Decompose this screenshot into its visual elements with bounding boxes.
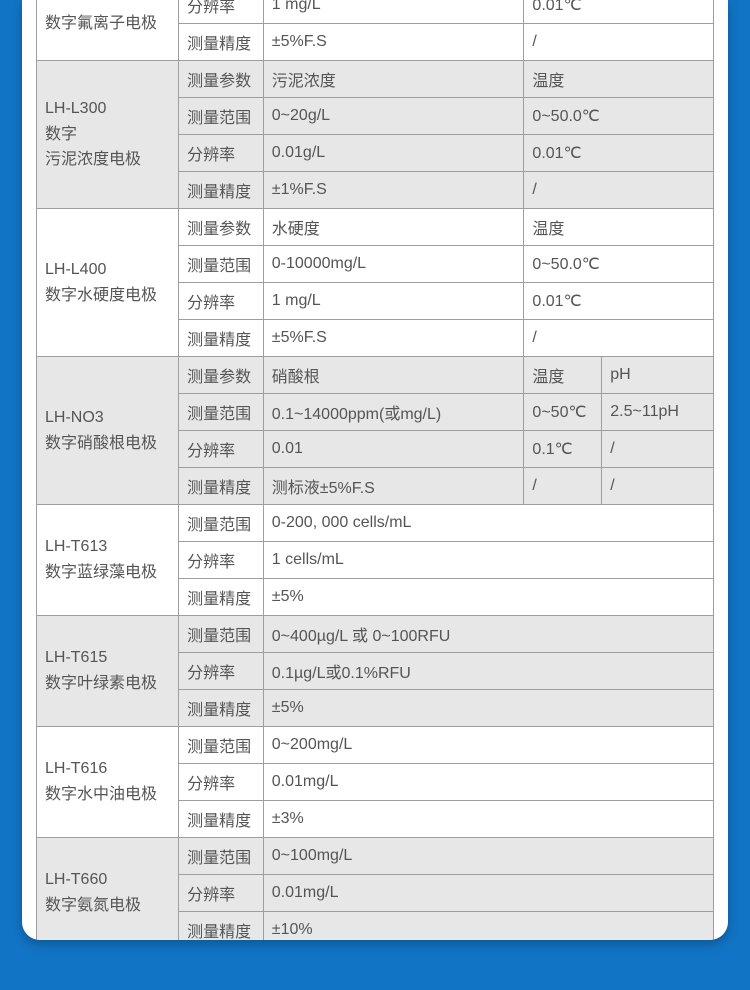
spec-label: 分辨率 [179, 283, 264, 320]
spec-label: 测量精度 [179, 690, 264, 727]
spec-label: 测量参数 [179, 209, 264, 246]
spec-label: 测量精度 [179, 172, 264, 209]
model-cell: LH-NO3数字硝酸根电极 [37, 357, 179, 505]
spec-value: / [602, 431, 714, 468]
spec-value: ±1%F.S [263, 172, 524, 209]
model-cell: LH-T613数字蓝绿藻电极 [37, 505, 179, 616]
spec-value: 0.1℃ [524, 431, 602, 468]
spec-label: 测量精度 [179, 320, 264, 357]
spec-value: ±5%F.S [263, 320, 524, 357]
spec-value: 0.01mg/L [263, 764, 713, 801]
spec-value: 1 mg/L [263, 0, 524, 24]
model-cell: LH-L300数字污泥浓度电极 [37, 61, 179, 209]
spec-value: 1 mg/L [263, 283, 524, 320]
spec-value: 0~50.0℃ [524, 98, 714, 135]
model-cell: LH-T660数字氨氮电极 [37, 838, 179, 941]
spec-value: / [524, 320, 714, 357]
spec-label: 测量范围 [179, 98, 264, 135]
table-row: LH-NO3数字硝酸根电极测量参数硝酸根温度pH [37, 357, 714, 394]
spec-value: / [524, 468, 602, 505]
spec-value: / [524, 172, 714, 209]
spec-label: 测量范围 [179, 727, 264, 764]
table-row: 数字氟离子电极分辨率1 mg/L0.01℃ [37, 0, 714, 24]
spec-value: 0~100mg/L [263, 838, 713, 875]
spec-label: 测量参数 [179, 357, 264, 394]
spec-value: 0~50.0℃ [524, 246, 714, 283]
spec-label: 测量范围 [179, 838, 264, 875]
spec-value: ±5% [263, 690, 713, 727]
spec-label: 测量范围 [179, 505, 264, 542]
spec-label: 分辨率 [179, 875, 264, 912]
spec-label: 测量范围 [179, 616, 264, 653]
spec-label: 测量精度 [179, 468, 264, 505]
spec-label: 测量精度 [179, 912, 264, 941]
spec-label: 测量精度 [179, 801, 264, 838]
spec-value: 0.01 [263, 431, 524, 468]
spec-value: 0.1µg/L或0.1%RFU [263, 653, 713, 690]
spec-value: 2.5~11pH [602, 394, 714, 431]
spec-value: 0.1~14000ppm(或mg/L) [263, 394, 524, 431]
spec-label: 测量精度 [179, 24, 264, 61]
table-row: LH-T660数字氨氮电极测量范围0~100mg/L [37, 838, 714, 875]
spec-label: 分辨率 [179, 0, 264, 24]
spec-value: 0~400µg/L 或 0~100RFU [263, 616, 713, 653]
spec-value: 0-10000mg/L [263, 246, 524, 283]
model-cell: LH-T616数字水中油电极 [37, 727, 179, 838]
model-cell: 数字氟离子电极 [37, 0, 179, 61]
spec-label: 测量精度 [179, 579, 264, 616]
spec-value: 污泥浓度 [263, 61, 524, 98]
spec-value: / [524, 24, 714, 61]
model-cell: LH-L400数字水硬度电极 [37, 209, 179, 357]
table-row: LH-L400数字水硬度电极测量参数水硬度温度 [37, 209, 714, 246]
spec-value: 0.01℃ [524, 0, 714, 24]
spec-value: ±10% [263, 912, 713, 941]
spec-value: ±5%F.S [263, 24, 524, 61]
spec-value: 温度 [524, 357, 602, 394]
spec-table: 数字氟离子电极分辨率1 mg/L0.01℃测量精度±5%F.S/LH-L300数… [36, 0, 714, 940]
spec-value: 水硬度 [263, 209, 524, 246]
spec-card: 数字氟离子电极分辨率1 mg/L0.01℃测量精度±5%F.S/LH-L300数… [22, 0, 728, 940]
table-row: LH-L300数字污泥浓度电极测量参数污泥浓度温度 [37, 61, 714, 98]
spec-value: ±3% [263, 801, 713, 838]
spec-value: 0~50℃ [524, 394, 602, 431]
spec-label: 测量参数 [179, 61, 264, 98]
spec-value: 0~20g/L [263, 98, 524, 135]
spec-label: 分辨率 [179, 431, 264, 468]
spec-value: 0.01g/L [263, 135, 524, 172]
spec-value: 0.01℃ [524, 283, 714, 320]
table-row: LH-T616数字水中油电极测量范围0~200mg/L [37, 727, 714, 764]
spec-value: pH [602, 357, 714, 394]
spec-value: ±5% [263, 579, 713, 616]
spec-value: 温度 [524, 209, 714, 246]
spec-label: 分辨率 [179, 542, 264, 579]
spec-label: 分辨率 [179, 653, 264, 690]
spec-label: 测量范围 [179, 246, 264, 283]
spec-value: 测标液±5%F.S [263, 468, 524, 505]
spec-value: 1 cells/mL [263, 542, 713, 579]
spec-label: 测量范围 [179, 394, 264, 431]
spec-value: 0.01mg/L [263, 875, 713, 912]
spec-value: / [602, 468, 714, 505]
spec-value: 硝酸根 [263, 357, 524, 394]
spec-value: 0~200mg/L [263, 727, 713, 764]
table-row: LH-T615数字叶绿素电极测量范围0~400µg/L 或 0~100RFU [37, 616, 714, 653]
spec-label: 分辨率 [179, 764, 264, 801]
spec-label: 分辨率 [179, 135, 264, 172]
spec-value: 0.01℃ [524, 135, 714, 172]
table-row: LH-T613数字蓝绿藻电极测量范围0-200, 000 cells/mL [37, 505, 714, 542]
model-cell: LH-T615数字叶绿素电极 [37, 616, 179, 727]
spec-value: 温度 [524, 61, 714, 98]
spec-value: 0-200, 000 cells/mL [263, 505, 713, 542]
